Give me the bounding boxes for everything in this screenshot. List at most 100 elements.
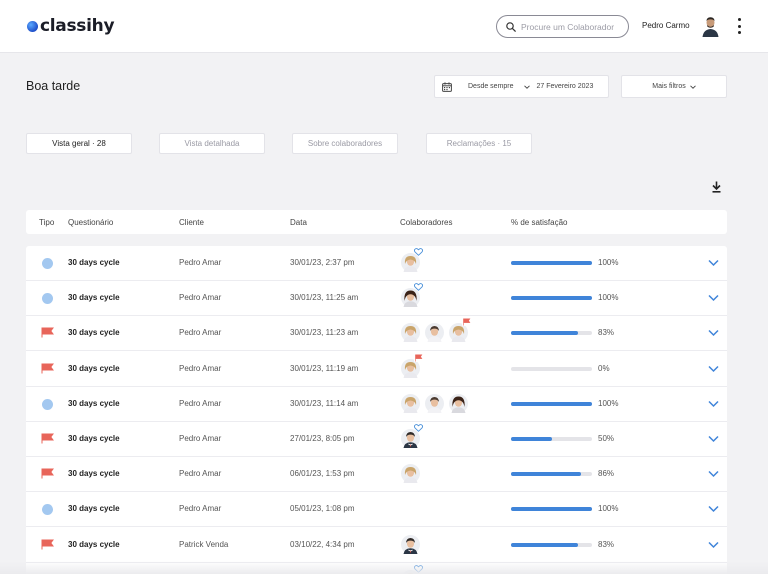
chevron-down-icon[interactable] (708, 259, 719, 267)
collaborator-avatar[interactable] (401, 323, 420, 343)
chevron-down-icon[interactable] (708, 435, 719, 443)
satisfaction-bar-fill (511, 472, 581, 477)
table-row[interactable]: 30 days cycle Pedro Amar 05/01/23, 1:08 pm… (26, 492, 727, 528)
satisfaction-bar-fill (511, 261, 592, 265)
chevron-down-icon[interactable] (708, 541, 719, 549)
satisfaction-bar (511, 296, 592, 301)
questionnaire-name: 30 days cycle (68, 363, 120, 373)
user-name: Pedro Carmo (642, 21, 690, 30)
page-title: Boa tarde (26, 79, 81, 93)
satisfaction-bar-fill (511, 401, 592, 406)
satisfaction-bar (511, 401, 592, 406)
row-date: 30/01/23, 11:19 am (290, 363, 359, 373)
collaborator-avatar[interactable] (401, 424, 423, 448)
flag-icon (414, 353, 423, 362)
table-row[interactable]: 30 days cycle Pedro Amar 30/01/23, 11:19 a… (26, 352, 727, 387)
collaborator-avatar[interactable] (401, 353, 423, 378)
satisfaction-bar (511, 331, 592, 336)
flag-icon (462, 318, 471, 327)
collaborator-avatar[interactable] (449, 393, 468, 413)
search-input[interactable] (521, 21, 621, 32)
flag-icon (41, 327, 54, 338)
date-to[interactable]: 27 Fevereiro 2023 (536, 83, 594, 90)
questionnaire-name: 30 days cycle (68, 258, 120, 267)
circle-type-icon (42, 504, 53, 516)
chevron-down-icon[interactable] (708, 470, 719, 478)
more-filters-button[interactable]: Mais filtros (621, 75, 727, 98)
collaborator-avatar[interactable] (425, 323, 444, 343)
client-name: Pedro Amar (179, 434, 222, 443)
flag-icon (41, 468, 54, 479)
table-row[interactable]: 30 days cycle Pedro Amar 06/01/23, 1:53 pm… (26, 457, 727, 493)
satisfaction-bar (511, 261, 592, 265)
satisfaction-percent: 100% (598, 398, 619, 408)
satisfaction-bar-fill (511, 507, 592, 512)
collaborator-avatar[interactable] (401, 393, 420, 413)
heart-icon (414, 283, 423, 292)
download-icon[interactable] (711, 181, 722, 193)
table-row[interactable]: 30 days cycle Pedro Amar 30/01/23, 11:25 a… (26, 281, 727, 317)
chevron-down-icon[interactable] (708, 400, 719, 408)
row-date: 03/10/22, 4:34 pm (290, 539, 355, 549)
column-colaboradores[interactable]: Colaboradores (400, 218, 453, 227)
top-bar: classihy Pedro Carmo (0, 0, 768, 53)
collaborator-avatar[interactable] (401, 283, 423, 308)
satisfaction-percent: 86% (598, 469, 615, 479)
row-date: 30/01/23, 2:37 pm (290, 258, 355, 267)
collaborator-avatar[interactable] (401, 248, 423, 272)
row-date: 30/01/23, 11:25 am (290, 293, 359, 303)
circle-type-icon (42, 398, 53, 410)
tab-sobre-colaboradores[interactable]: Sobre colaboradores (292, 133, 398, 154)
collaborator-avatar[interactable] (401, 464, 420, 484)
date-range-picker[interactable]: Desde sempre 27 Fevereiro 2023 (434, 75, 609, 98)
chevron-down-icon[interactable] (708, 294, 719, 302)
logo-dot-icon (27, 20, 38, 32)
table-row[interactable]: 30 days cycle Pedro Amar 30/01/23, 11:14 a… (26, 387, 727, 422)
collaborator-avatar[interactable] (425, 393, 444, 413)
chevron-down-icon (689, 84, 696, 89)
date-from[interactable]: Desde sempre (468, 83, 514, 90)
table-row[interactable]: 30 days cycle Pedro Amar 30/01/23, 2:37 pm… (26, 246, 727, 281)
satisfaction-percent: 100% (598, 258, 619, 267)
more-options-icon[interactable] (734, 18, 744, 34)
table-row[interactable]: 30 days cycle Patrick Venda 03/10/22, 4:34… (26, 528, 727, 563)
kebab-dot (737, 18, 741, 21)
flag-icon (41, 539, 54, 550)
logo[interactable]: classihy (27, 14, 115, 38)
table-row[interactable]: 30 days cycle Pedro Amar 27/01/23, 8:05 pm… (26, 422, 727, 457)
chevron-down-icon[interactable] (708, 365, 719, 373)
column-tipo[interactable]: Tipo (39, 218, 55, 227)
column-data[interactable]: Data (290, 218, 307, 227)
client-name: Pedro Amar (179, 293, 222, 303)
row-date: 30/01/23, 11:14 am (290, 398, 359, 408)
circle-type-icon (42, 258, 53, 269)
scroll-fade (0, 561, 768, 574)
search-box[interactable] (496, 15, 629, 38)
table-row[interactable]: 30 days cycle Pedro Amar 30/01/23, 11:23 a… (26, 316, 727, 352)
kebab-dot (737, 31, 741, 34)
client-name: Pedro Amar (179, 328, 222, 338)
collaborator-avatar[interactable] (449, 318, 471, 343)
row-date: 30/01/23, 11:23 am (290, 328, 359, 338)
satisfaction-percent: 100% (598, 293, 619, 303)
satisfaction-bar (511, 507, 592, 512)
row-date: 05/01/23, 1:08 pm (290, 504, 355, 514)
satisfaction-percent: 83% (598, 539, 615, 549)
user-avatar[interactable] (701, 15, 720, 37)
chevron-down-icon[interactable] (708, 329, 719, 337)
collaborator-avatar[interactable] (401, 534, 420, 554)
tab-reclamacoes[interactable]: Reclamações · 15 (426, 133, 532, 154)
satisfaction-bar (511, 542, 592, 547)
circle-type-icon (42, 293, 53, 305)
column-cliente[interactable]: Cliente (179, 218, 204, 227)
satisfaction-percent: 83% (598, 328, 615, 338)
satisfaction-percent: 50% (598, 434, 615, 443)
tab-vista-geral[interactable]: Vista geral · 28 (26, 133, 132, 154)
kebab-dot (737, 24, 741, 28)
satisfaction-bar-fill (511, 296, 592, 301)
column-questionario[interactable]: Questionário (68, 218, 114, 227)
chevron-down-icon[interactable] (708, 505, 719, 513)
tab-vista-detalhada[interactable]: Vista detalhada (159, 133, 265, 154)
calendar-icon (442, 81, 452, 92)
column-satisfacao[interactable]: % de satisfação (511, 218, 568, 227)
